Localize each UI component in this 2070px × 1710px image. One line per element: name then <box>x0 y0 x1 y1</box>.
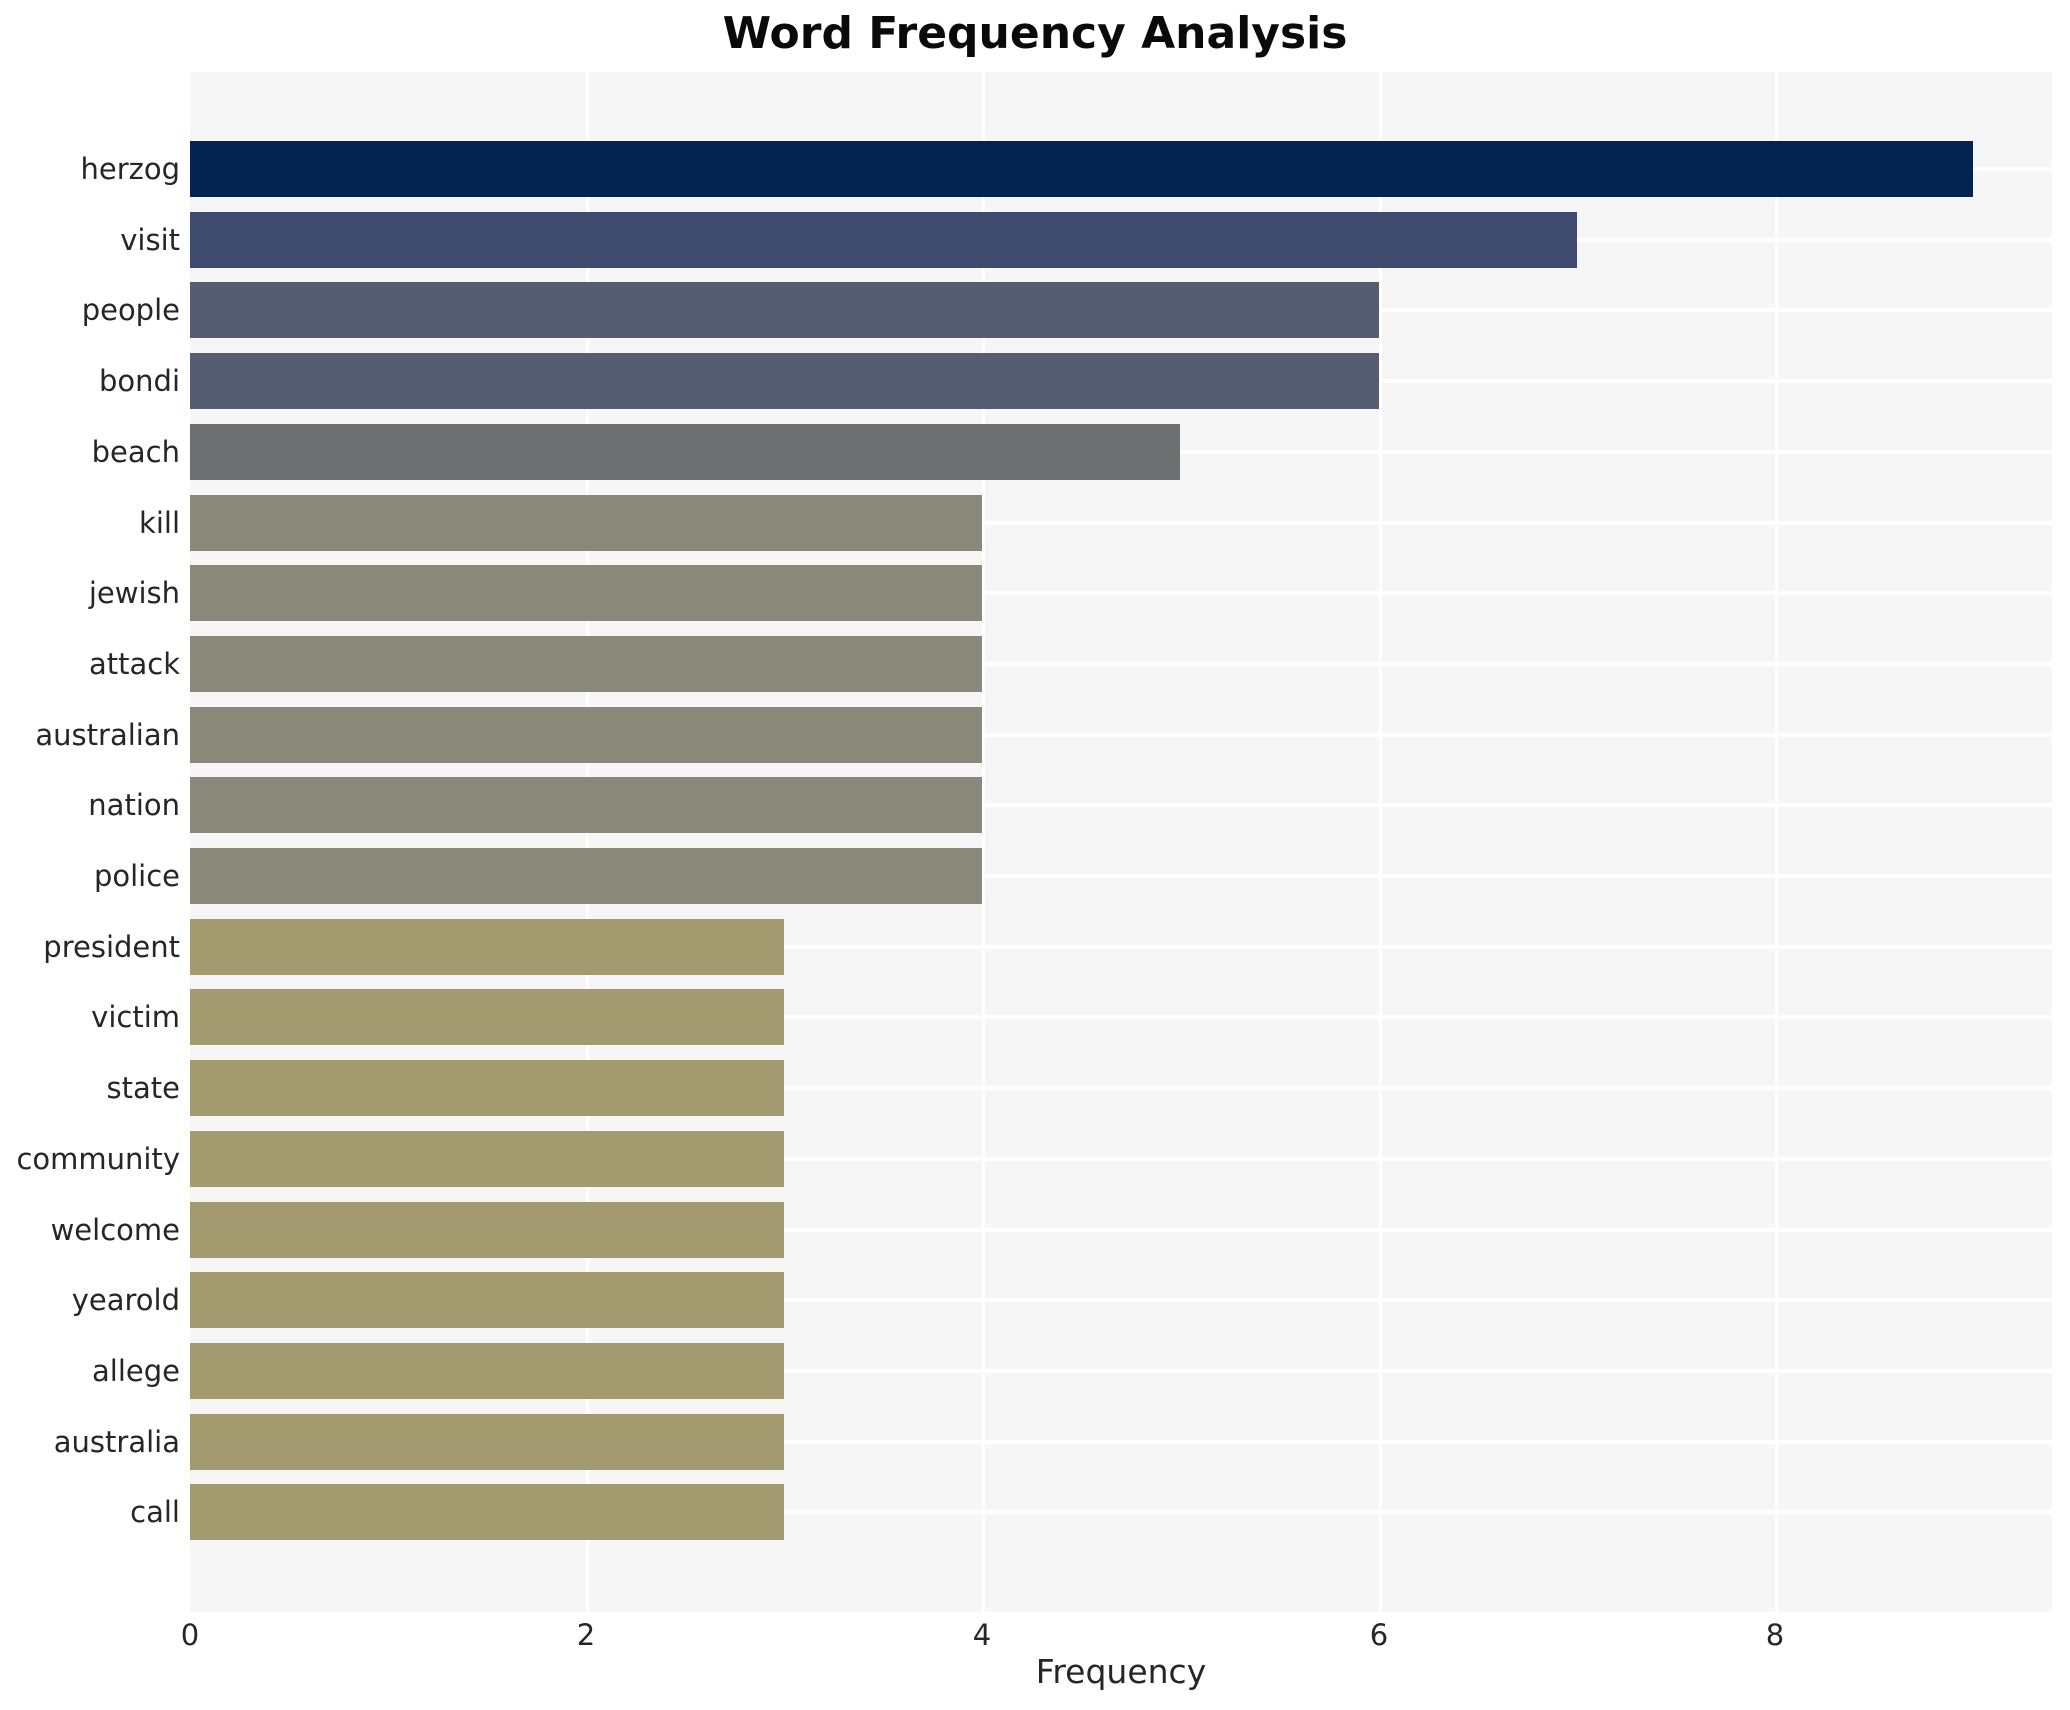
bar-visit <box>190 212 1577 268</box>
y-tick-label-jewish: jewish <box>88 576 180 610</box>
horizontal-gridline <box>190 662 2052 666</box>
bar-kill <box>190 495 982 551</box>
bar-jewish <box>190 565 982 621</box>
y-tick-label-victim: victim <box>91 1000 180 1034</box>
y-tick-label-kill: kill <box>139 506 180 540</box>
bar-victim <box>190 989 784 1045</box>
bar-attack <box>190 636 982 692</box>
bar-call <box>190 1484 784 1540</box>
horizontal-gridline <box>190 1086 2052 1090</box>
horizontal-gridline <box>190 874 2052 878</box>
x-tick-label-4: 4 <box>972 1618 992 1652</box>
x-axis-ticks: 0 2 4 6 8 <box>0 1618 2070 1658</box>
vertical-gridline <box>1379 72 1382 1612</box>
y-tick-label-state: state <box>106 1071 180 1105</box>
bar-police <box>190 848 982 904</box>
horizontal-gridline <box>190 1228 2052 1232</box>
y-axis-labels: herzog visit people bondi beach kill jewish att… <box>0 72 180 1612</box>
bar-community <box>190 1131 784 1187</box>
horizontal-gridline <box>190 1369 2052 1373</box>
bar-australia <box>190 1414 784 1470</box>
y-tick-label-visit: visit <box>120 223 180 257</box>
bar-beach <box>190 424 1180 480</box>
horizontal-gridline <box>190 1298 2052 1302</box>
horizontal-gridline <box>190 1157 2052 1161</box>
y-tick-label-police: police <box>93 859 180 893</box>
y-tick-label-beach: beach <box>91 435 180 469</box>
bar-welcome <box>190 1202 784 1258</box>
bar-allege <box>190 1343 784 1399</box>
y-tick-label-attack: attack <box>88 647 180 681</box>
x-tick-label-2: 2 <box>576 1618 596 1652</box>
bar-president <box>190 919 784 975</box>
y-tick-label-call: call <box>130 1495 180 1529</box>
bar-nation <box>190 777 982 833</box>
horizontal-gridline <box>190 1510 2052 1514</box>
plot-area <box>190 72 2052 1612</box>
horizontal-gridline <box>190 733 2052 737</box>
vertical-gridline <box>586 72 589 1612</box>
horizontal-gridline <box>190 1440 2052 1444</box>
y-tick-label-bondi: bondi <box>99 364 180 398</box>
bar-state <box>190 1060 784 1116</box>
x-axis-label: Frequency <box>1035 1652 1207 1691</box>
horizontal-gridline <box>190 945 2052 949</box>
y-tick-label-australia: australia <box>53 1425 180 1459</box>
y-tick-label-community: community <box>16 1142 180 1176</box>
bar-people <box>190 282 1379 338</box>
x-tick-label-0: 0 <box>180 1618 200 1652</box>
y-tick-label-president: president <box>43 930 180 964</box>
chart-title: Word Frequency Analysis <box>722 8 1348 59</box>
y-tick-label-australian: australian <box>35 718 180 752</box>
y-tick-label-herzog: herzog <box>80 152 180 186</box>
bar-herzog <box>190 141 1973 197</box>
y-tick-label-yearold: yearold <box>71 1283 180 1317</box>
x-tick-label-6: 6 <box>1369 1618 1389 1652</box>
horizontal-gridline <box>190 591 2052 595</box>
y-tick-label-welcome: welcome <box>50 1213 180 1247</box>
horizontal-gridline <box>190 803 2052 807</box>
y-tick-label-allege: allege <box>92 1354 180 1388</box>
bar-australian <box>190 707 982 763</box>
y-tick-label-people: people <box>81 293 180 327</box>
vertical-gridline <box>982 72 985 1612</box>
y-tick-label-nation: nation <box>88 788 180 822</box>
x-tick-label-8: 8 <box>1765 1618 1785 1652</box>
horizontal-gridline <box>190 1015 2052 1019</box>
bar-bondi <box>190 353 1379 409</box>
bar-yearold <box>190 1272 784 1328</box>
vertical-gridline <box>1775 72 1778 1612</box>
horizontal-gridline <box>190 521 2052 525</box>
